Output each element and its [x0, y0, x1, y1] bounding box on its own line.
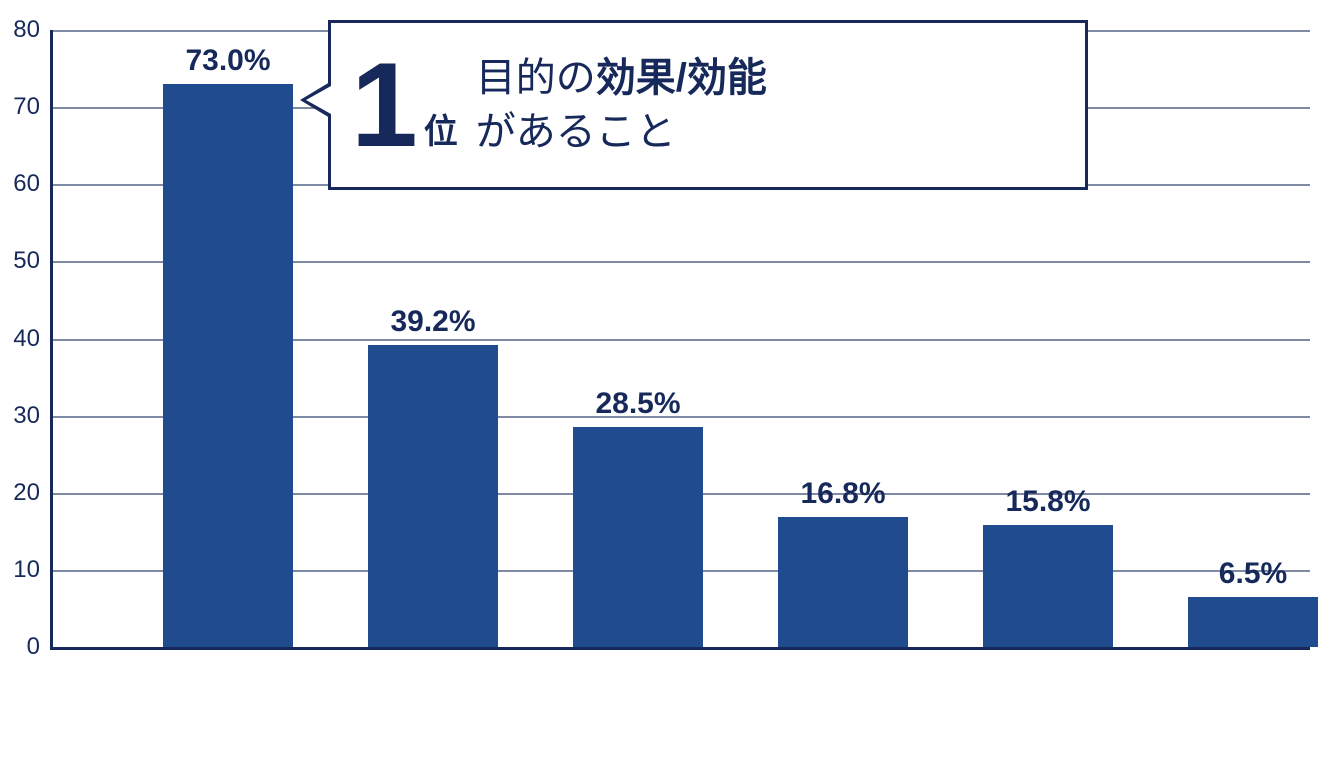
callout-line2: があること	[476, 110, 676, 154]
y-tick-label: 70	[0, 93, 40, 121]
y-tick-label: 80	[0, 16, 40, 44]
y-tick-label: 0	[0, 633, 40, 661]
callout-line1-bold: 効果/効能	[596, 56, 767, 100]
bar: 16.8%	[778, 517, 908, 647]
bar-value-label: 15.8%	[1005, 485, 1090, 519]
bar: 39.2%	[368, 345, 498, 647]
bar: 73.0%	[163, 84, 293, 647]
callout-line1-prefix: 目的の	[476, 56, 596, 100]
y-tick-label: 40	[0, 325, 40, 353]
bar: 15.8%	[983, 525, 1113, 647]
y-tick-label: 10	[0, 556, 40, 584]
callout-text: 目的の効果/効能 があること	[476, 51, 767, 159]
bar-value-label: 28.5%	[595, 387, 680, 421]
callout-tail-fill-icon	[306, 86, 331, 114]
y-tick-label: 60	[0, 170, 40, 198]
bar: 6.5%	[1188, 597, 1318, 647]
rank-block: 1 位	[351, 51, 458, 159]
y-tick-label: 30	[0, 402, 40, 430]
bar-value-label: 39.2%	[390, 305, 475, 339]
bar-chart: 0 10 20 30 40 50 60 70 80 73.0% 39.2% 28.5% 16.8% 15…	[0, 0, 1318, 770]
y-tick-label: 50	[0, 247, 40, 275]
y-tick-label: 20	[0, 479, 40, 507]
rank-suffix: 位	[424, 115, 458, 149]
bar: 28.5%	[573, 427, 703, 647]
rank-number: 1	[351, 51, 418, 159]
bar-value-label: 6.5%	[1219, 557, 1287, 591]
rank-callout: 1 位 目的の効果/効能 があること	[328, 20, 1088, 190]
bar-value-label: 16.8%	[800, 477, 885, 511]
bar-value-label: 73.0%	[185, 44, 270, 78]
